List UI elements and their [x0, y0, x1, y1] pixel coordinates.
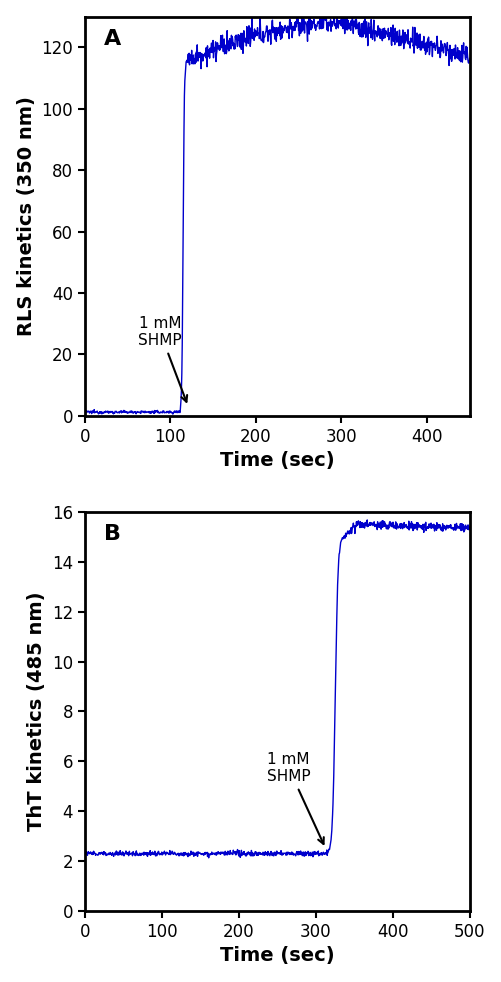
Text: 1 mM
SHMP: 1 mM SHMP [267, 752, 323, 844]
Text: 1 mM
SHMP: 1 mM SHMP [138, 316, 187, 402]
X-axis label: Time (sec): Time (sec) [219, 947, 334, 965]
Y-axis label: RLS kinetics (350 nm): RLS kinetics (350 nm) [17, 96, 36, 336]
Y-axis label: ThT kinetics (485 nm): ThT kinetics (485 nm) [27, 592, 46, 831]
Text: A: A [104, 28, 121, 49]
Text: B: B [104, 523, 121, 544]
X-axis label: Time (sec): Time (sec) [219, 451, 334, 470]
